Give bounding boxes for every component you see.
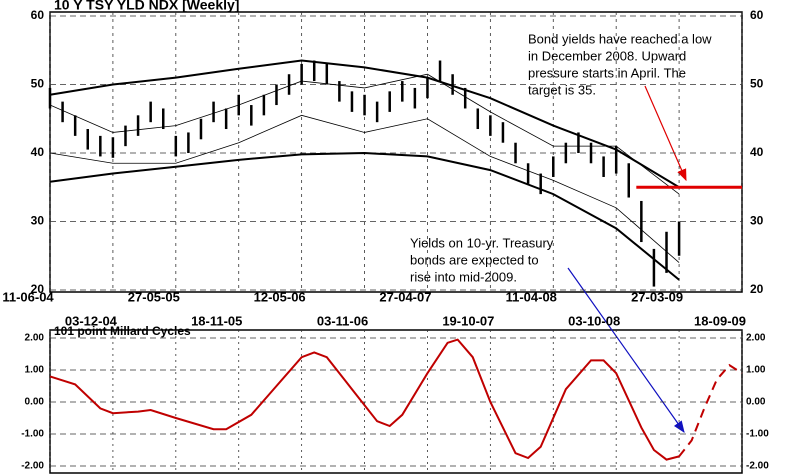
x-tick-label: 12-05-06 bbox=[254, 289, 306, 304]
chart-title: 10 Y TSY YLD NDX [Weekly] bbox=[54, 0, 239, 13]
y-tick-label: -2.00 bbox=[21, 461, 44, 472]
band-line bbox=[49, 59, 680, 189]
x-tick-label: 27-04-07 bbox=[379, 289, 431, 304]
annotation: in December 2008. Upward bbox=[528, 48, 686, 63]
bottom-frame bbox=[49, 329, 743, 474]
band-line bbox=[49, 114, 680, 263]
y-tick-label: 50 bbox=[750, 77, 764, 91]
y-tick-label: 30 bbox=[750, 214, 764, 228]
y-tick-label: 40 bbox=[750, 145, 764, 159]
cycle-line bbox=[49, 338, 680, 461]
y-tick-label: 1.00 bbox=[25, 365, 45, 376]
y-tick-label: -1.00 bbox=[746, 429, 769, 440]
x-tick-label: 18-11-05 bbox=[191, 313, 242, 328]
x-tick-label: 18-09-09 bbox=[694, 313, 746, 328]
band-line bbox=[49, 151, 680, 281]
x-tick-label: 27-03-09 bbox=[631, 289, 683, 304]
y-tick-label: 50 bbox=[31, 77, 45, 91]
x-tick-label: 11-04-08 bbox=[506, 289, 557, 304]
arrow bbox=[567, 267, 685, 433]
y-tick-label: 2.00 bbox=[746, 333, 766, 344]
x-tick-label: 03-12-04 bbox=[65, 313, 118, 328]
y-tick-label: 60 bbox=[31, 8, 45, 22]
y-tick-label: -2.00 bbox=[746, 461, 769, 472]
arrow bbox=[644, 85, 687, 182]
annotation: bonds are expected to bbox=[410, 252, 539, 267]
chart-title: 101 point Millard Cycles bbox=[54, 324, 191, 338]
annotation: pressure starts in April. The bbox=[528, 65, 686, 80]
y-tick-label: 20 bbox=[750, 282, 764, 296]
y-tick-label: 0.00 bbox=[746, 397, 766, 408]
cycle-line bbox=[678, 363, 743, 458]
y-tick-label: 2.00 bbox=[25, 333, 45, 344]
y-tick-label: 60 bbox=[750, 8, 764, 22]
annotation: rise into mid-2009. bbox=[410, 269, 517, 284]
y-tick-label: 0.00 bbox=[25, 397, 45, 408]
y-tick-label: 40 bbox=[31, 145, 45, 159]
x-tick-label: 19-10-07 bbox=[442, 313, 494, 328]
x-tick-label: 11-06-04 bbox=[2, 289, 54, 304]
x-tick-label: 03-11-06 bbox=[317, 313, 368, 328]
y-tick-label: 1.00 bbox=[746, 365, 766, 376]
x-tick-label: 27-05-05 bbox=[128, 289, 180, 304]
y-tick-label: 20 bbox=[31, 282, 45, 296]
x-tick-label: 03-10-08 bbox=[568, 313, 620, 328]
y-tick-label: 30 bbox=[31, 214, 45, 228]
annotation: Bond yields have reached a low bbox=[528, 31, 712, 46]
annotation: Yields on 10-yr. Treasury bbox=[410, 235, 554, 250]
y-tick-label: -1.00 bbox=[21, 429, 44, 440]
annotation: target is 35. bbox=[528, 82, 596, 97]
band-line bbox=[49, 73, 680, 195]
